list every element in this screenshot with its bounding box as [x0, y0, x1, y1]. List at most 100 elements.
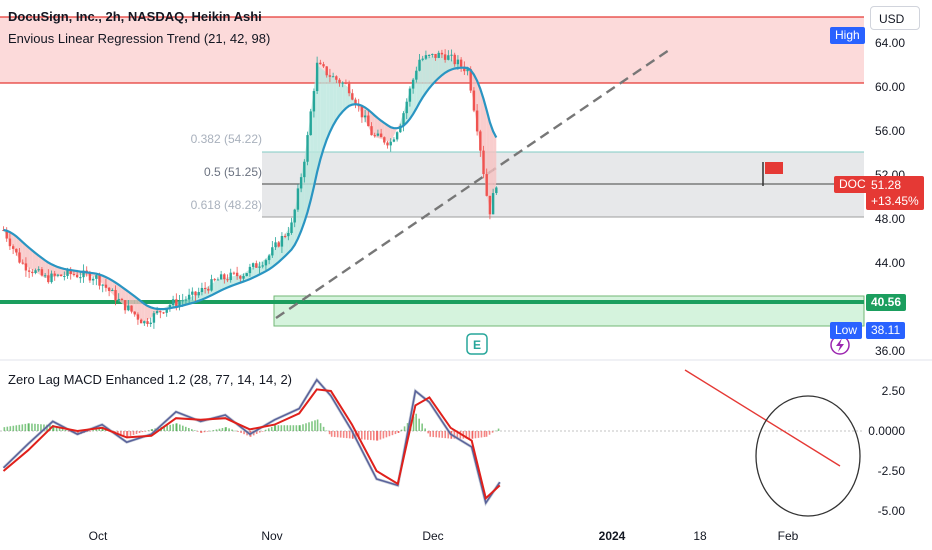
candle-body: [431, 53, 434, 55]
regression-fill-segment: [489, 122, 494, 211]
candle-body: [8, 238, 12, 247]
histogram-bar: [316, 419, 319, 431]
currency-button[interactable]: USD: [870, 6, 920, 30]
candle-body: [274, 242, 277, 248]
regression-fill-segment: [32, 250, 36, 272]
candle-body: [411, 79, 415, 89]
candle-body: [418, 59, 421, 71]
candle-body: [392, 139, 396, 142]
regression-fill-segment: [339, 81, 343, 116]
candle-body: [223, 274, 226, 280]
histogram-bar: [292, 425, 295, 431]
time-axis[interactable]: Oct Nov Dec 2024 18 Feb: [89, 529, 799, 543]
candle-body: [210, 279, 213, 291]
histogram-bar: [488, 431, 491, 435]
histogram-bar: [95, 429, 98, 431]
candle-body: [440, 52, 444, 55]
candle-body: [232, 272, 236, 274]
macd-trend-line: [684, 369, 841, 467]
candle-body: [303, 161, 306, 178]
histogram-bar: [391, 431, 394, 436]
regression-fill-segment: [141, 301, 145, 323]
candle-body: [34, 270, 37, 274]
candle-body: [325, 66, 328, 76]
regression-fill-segment: [387, 125, 391, 142]
candle-body: [251, 263, 255, 267]
macd-pane[interactable]: 2.50 0.0000 -2.50 -5.00: [0, 369, 905, 518]
candle-body: [53, 273, 56, 276]
histogram-bar: [172, 424, 174, 431]
histogram-bar: [289, 425, 292, 431]
histogram-bar: [182, 425, 184, 431]
histogram-bar: [361, 431, 363, 440]
histogram-bar: [64, 429, 67, 431]
regression-fill-segment: [25, 245, 30, 268]
high-tag: High: [830, 27, 865, 44]
candle-body: [63, 275, 66, 277]
candle-body: [373, 135, 376, 137]
candle-body: [296, 188, 300, 210]
histogram-bar: [176, 423, 178, 431]
histogram-bar: [61, 428, 64, 431]
candle-body: [443, 54, 447, 60]
regression-fill-segment: [144, 303, 148, 323]
histogram-bar: [163, 426, 165, 431]
candle-body: [399, 125, 402, 133]
candle-body: [194, 291, 197, 296]
histogram-bar: [18, 424, 21, 431]
candle-body: [379, 133, 383, 138]
histogram-bar: [120, 431, 122, 435]
candle-body: [139, 319, 143, 324]
regression-fill-segment: [9, 232, 14, 248]
candle-body: [267, 255, 271, 261]
candle-body: [376, 133, 380, 136]
histogram-bar: [367, 431, 369, 440]
regression-fill-segment: [374, 115, 378, 138]
histogram-bar: [474, 431, 477, 439]
macd-axis[interactable]: 2.50 0.0000 -2.50 -5.00: [868, 384, 905, 518]
histogram-bar: [212, 430, 215, 431]
candle-body: [335, 76, 338, 80]
histogram-bar: [355, 431, 357, 439]
macd-title: Zero Lag MACD Enhanced 1.2 (28, 77, 14, …: [8, 372, 293, 387]
candle-body: [123, 300, 127, 311]
candle-body: [152, 313, 156, 323]
histogram-bar: [188, 427, 190, 431]
histogram-bar: [280, 425, 283, 431]
fib-labels: 0.382 (54.22) 0.5 (51.25) 0.618 (48.28): [150, 0, 262, 240]
histogram-bar: [370, 431, 372, 441]
candle-body: [341, 82, 344, 84]
histogram-bar: [274, 425, 277, 431]
candle-body: [130, 305, 133, 312]
histogram-bar: [169, 424, 171, 431]
candle-body: [491, 193, 495, 215]
histogram-bar: [302, 424, 304, 431]
regression-fill-segment: [61, 268, 65, 276]
candle-body: [88, 273, 92, 281]
histogram-bar: [333, 431, 336, 438]
histogram-bar: [403, 426, 406, 431]
histogram-bar: [397, 431, 400, 433]
candle-body: [197, 292, 200, 296]
regression-fill-segment: [429, 56, 433, 89]
candle-body: [187, 294, 191, 300]
histogram-bar: [379, 431, 382, 440]
histogram-bar: [28, 423, 30, 431]
candle-body: [101, 284, 104, 286]
earnings-marker[interactable]: E: [466, 333, 488, 355]
histogram-bar: [330, 431, 333, 437]
candle-body: [472, 90, 476, 111]
histogram-bar: [342, 431, 345, 438]
signal-line: [2, 388, 501, 501]
candle-body: [389, 141, 392, 146]
histogram-bar: [468, 431, 471, 439]
histogram-bar: [382, 431, 385, 439]
histogram-bar: [415, 413, 417, 431]
candle-body: [495, 187, 498, 194]
macd-tick-label: 0.0000: [868, 424, 905, 438]
price-pane[interactable]: E 36.0040.0044.0048.0052.0056.0060.0064.…: [0, 16, 905, 358]
candle-body: [72, 274, 76, 276]
candle-body: [207, 288, 210, 291]
candle-body: [27, 270, 31, 272]
